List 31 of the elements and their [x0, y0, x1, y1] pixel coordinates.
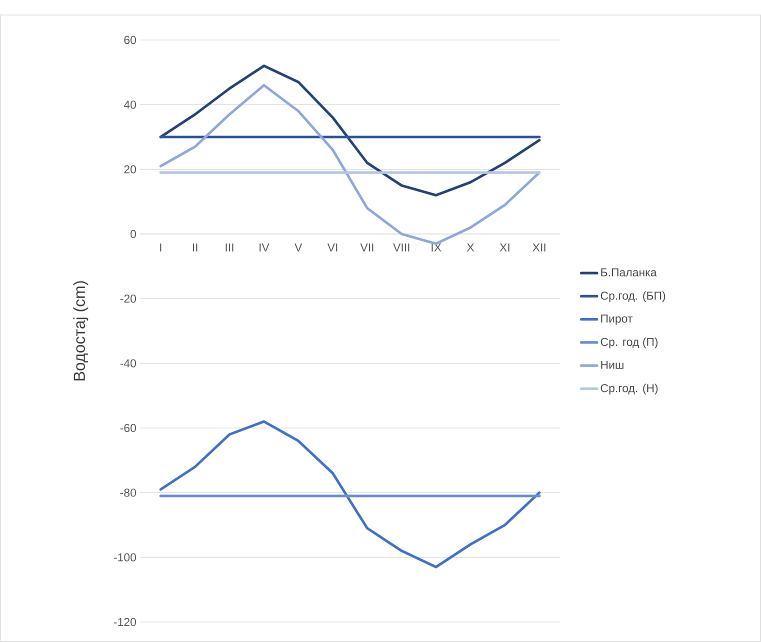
x-tick-label: X — [466, 244, 474, 252]
y-tick-label: 60 — [124, 36, 136, 44]
y-tick-label: 0 — [130, 230, 136, 238]
y-axis-title: Водостај (cm) — [73, 281, 88, 380]
x-tick-label: I — [160, 244, 162, 252]
y-tick-label: -60 — [120, 424, 136, 432]
x-tick-label: VIII — [393, 244, 410, 252]
legend-label: Ниш — [601, 360, 624, 369]
y-tick-label: -120 — [114, 618, 136, 626]
legend-label: Ср.год. (Н) — [600, 384, 658, 394]
y-tick-label: 20 — [124, 165, 136, 174]
line-series — [159, 84, 541, 245]
legend-label: Ср.год. (БП) — [600, 291, 666, 302]
x-tick-label: V — [294, 244, 302, 252]
x-tick-label: II — [192, 244, 198, 252]
x-tick-label: VI — [327, 244, 338, 252]
y-tick-label: -100 — [114, 553, 136, 562]
legend-label: Ср. год (П) — [600, 338, 658, 348]
y-tick-label: -80 — [120, 488, 136, 497]
y-tick-label: -40 — [120, 359, 136, 368]
x-tick-label: IV — [260, 244, 270, 252]
legend-label: Б.Паланка — [601, 268, 657, 276]
line-series — [159, 420, 541, 568]
x-tick-label: XII — [532, 244, 546, 252]
x-tick-label: III — [226, 244, 234, 252]
x-tick-label: XI — [500, 244, 510, 252]
y-tick-label: -20 — [120, 294, 136, 303]
y-tick-label: 40 — [124, 100, 136, 109]
legend-label: Пирот — [601, 314, 633, 325]
line-series — [159, 64, 541, 196]
x-tick-label: VII — [360, 244, 374, 252]
